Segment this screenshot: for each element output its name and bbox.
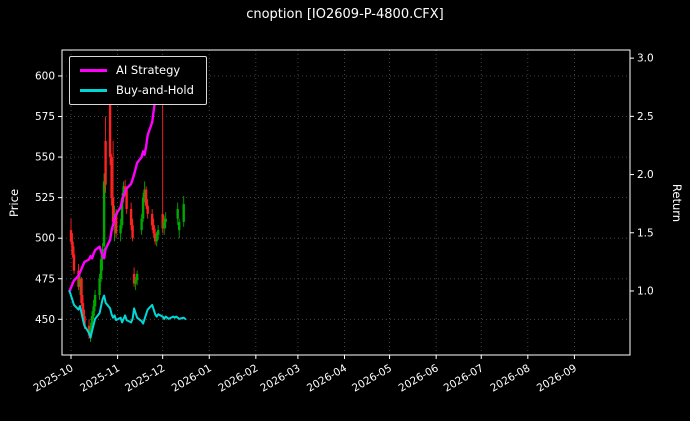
x-tick-label: 2026-02 [216, 362, 260, 394]
candle-body [87, 325, 91, 336]
candle-body [151, 213, 154, 226]
candle-body [89, 327, 92, 336]
x-tick-label: 2026-06 [397, 362, 441, 394]
candle-body [119, 225, 122, 234]
return-tick-label: 3.0 [637, 53, 654, 65]
return-tick-label: 2.0 [637, 169, 654, 181]
candle-body [141, 197, 145, 219]
candle-body [104, 140, 107, 185]
candle-body [146, 205, 149, 214]
candle-body [125, 189, 128, 209]
price-tick-label: 600 [35, 70, 55, 82]
candle-body [110, 157, 113, 198]
candle-body [120, 197, 124, 226]
candle-body [72, 254, 76, 271]
chart-title: cnoption [IO2609-P-4800.CFX] [246, 7, 444, 22]
legend-item-buy-and-hold: Buy-and-Hold [80, 82, 194, 97]
ai-strategy-line-swatch [80, 69, 107, 73]
candle-body [144, 189, 148, 206]
candle-body [135, 273, 139, 281]
price-tick-label: 550 [35, 152, 55, 164]
price-tick-label: 475 [35, 273, 55, 285]
candle-body [99, 259, 103, 279]
x-tick-label: 2026-04 [305, 362, 349, 394]
x-tick-label: 2026-05 [350, 362, 394, 394]
legend-label-buy-and-hold: Buy-and-Hold [116, 82, 194, 97]
candle-body [92, 306, 95, 316]
return-tick-label: 1.0 [637, 285, 654, 297]
candle-body [161, 213, 164, 229]
price-tick-label: 500 [35, 233, 55, 245]
candle-body [129, 209, 133, 226]
candle-body [182, 204, 185, 222]
candle-body [122, 186, 125, 198]
candle-body [108, 79, 112, 158]
x-tick-label: 2026-01 [170, 362, 214, 394]
candle-body [123, 186, 127, 190]
candle-body [140, 218, 143, 231]
candle-body [154, 233, 157, 242]
candle-body [69, 230, 73, 242]
x-tick-label: 2025-12 [123, 362, 167, 394]
price-axis-label: Price [7, 188, 21, 218]
candle-body [111, 197, 115, 222]
price-tick-label: 575 [35, 111, 55, 123]
candle-body [163, 222, 166, 229]
ai-strategy-line [68, 73, 170, 293]
x-tick-label: 2026-09 [535, 362, 579, 394]
candle-body [143, 189, 146, 198]
candle-body [132, 273, 136, 284]
candle-body [90, 316, 94, 328]
candle-body [80, 278, 83, 304]
return-tick-label: 1.5 [637, 227, 654, 239]
candle-body [102, 181, 106, 247]
candle-body [98, 278, 101, 295]
buy-and-hold-line [68, 290, 187, 339]
legend-item-ai-strategy: AI Strategy [80, 63, 194, 77]
candle-body [134, 280, 137, 284]
candle-body [81, 303, 85, 317]
candle-body [176, 209, 179, 219]
candle-body [157, 230, 160, 235]
candle-body [164, 218, 167, 222]
candle-body [77, 270, 80, 287]
x-tick-label: 2025-11 [78, 362, 122, 394]
x-tick-label: 2025-10 [32, 362, 76, 394]
candle-body [71, 241, 74, 255]
candle-body [83, 316, 86, 326]
buy-and-hold-line-swatch [80, 88, 107, 92]
legend: AI Strategy Buy-and-Hold [69, 56, 207, 105]
return-axis-label: Return [670, 183, 684, 223]
candle-body [131, 225, 134, 239]
plot-border [61, 49, 631, 356]
legend-label-ai-strategy: AI Strategy [116, 63, 181, 77]
price-tick-label: 525 [35, 192, 55, 204]
return-tick-label: 2.5 [637, 111, 654, 123]
x-tick-label: 2026-03 [258, 362, 302, 394]
x-tick-label: 2026-08 [488, 362, 532, 394]
candle-body [78, 278, 82, 287]
x-tick-label: 2026-07 [442, 362, 486, 394]
candle-body [178, 222, 181, 231]
candle-body [155, 234, 158, 242]
candle-body [93, 295, 97, 307]
candle-body [152, 225, 155, 234]
candle-body [114, 213, 118, 234]
price-tick-label: 450 [35, 314, 55, 326]
